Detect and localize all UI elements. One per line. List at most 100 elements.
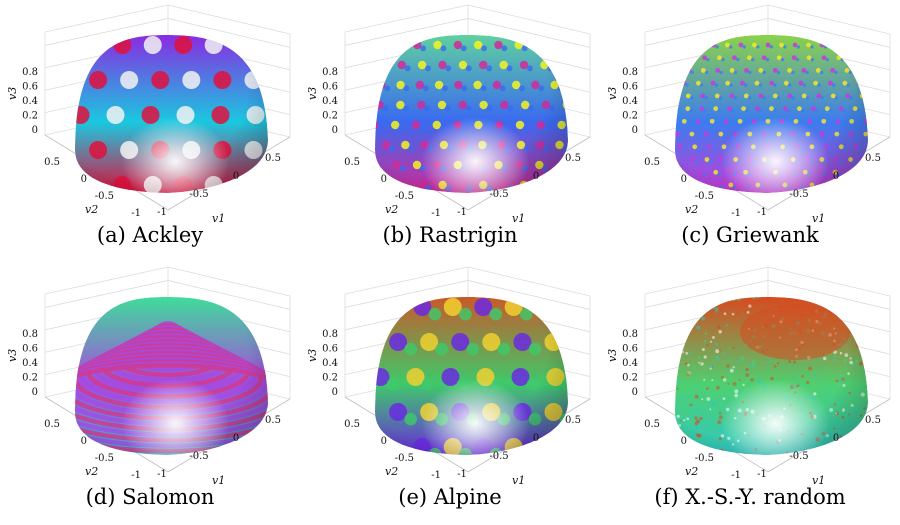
z-tick-label: 0.4 (22, 358, 38, 369)
y-tick-label: -1 (731, 208, 741, 219)
z-tick-label: 0.4 (622, 358, 638, 369)
y-tick-label: -1 (431, 208, 441, 219)
z-axis-label: v3 (6, 87, 19, 100)
x-tick-label: 0 (233, 433, 239, 444)
panel-caption: (b) Rastrigin (382, 223, 518, 247)
hemisphere-surface (375, 35, 568, 193)
y-tick-label: 0.5 (44, 419, 60, 430)
y-tick-label: -1 (431, 470, 441, 481)
x-tick-label: -1 (157, 207, 167, 218)
hemisphere-plot: 0.8 0.6 0.4 0.2 0 0.5 0 -0.5 -1 -1 -0.5 0 0.5 v3 v2 v1 (606, 266, 891, 487)
y-axis-label: v2 (685, 203, 698, 216)
x-tick-label: 0.5 (865, 153, 881, 164)
x-axis-label: v1 (512, 474, 525, 487)
z-tick-label: 0.6 (22, 344, 38, 355)
hemisphere-plot: 0.8 0.6 0.4 0.2 0 0.5 0 -0.5 -1 -1 -0.5 0 0.5 v3 v2 v1 (6, 4, 291, 225)
y-tick-label: -0.5 (395, 453, 414, 464)
z-tick-label: 0.8 (22, 329, 38, 340)
y-tick-label: 0 (681, 174, 687, 185)
z-tick-label: 0.8 (622, 329, 638, 340)
y-tick-label: -0.5 (395, 191, 414, 202)
z-tick-label: 0.6 (22, 82, 38, 93)
tick-labels: 0.8 0.6 0.4 0.2 0 0.5 0 -0.5 -1 -1 -0.5 0 0.5 (322, 67, 581, 219)
x-tick-label: -0.5 (789, 451, 808, 462)
y-tick-label: 0.5 (644, 419, 660, 430)
panel-caption: (c) Griewank (681, 223, 819, 247)
y-tick-label: 0.5 (344, 157, 360, 168)
x-tick-label: -0.5 (489, 189, 508, 200)
z-tick-label: 0.2 (22, 111, 38, 122)
y-axis-label: v2 (85, 203, 98, 216)
x-tick-label: 0.5 (565, 415, 581, 426)
z-tick-label: 0.8 (622, 67, 638, 78)
hemisphere-surface (675, 297, 868, 455)
x-tick-label: 0 (833, 171, 839, 182)
y-axis-label: v2 (385, 203, 398, 216)
y-tick-label: 0 (81, 436, 87, 447)
z-axis-label: v3 (306, 349, 319, 362)
z-axis-label: v3 (306, 87, 319, 100)
z-tick-label: 0.8 (22, 67, 38, 78)
z-axis-label: v3 (606, 87, 619, 100)
y-tick-label: -1 (731, 470, 741, 481)
z-tick-label: 0.2 (622, 373, 638, 384)
tick-labels: 0.8 0.6 0.4 0.2 0 0.5 0 -0.5 -1 -1 -0.5 0 0.5 (622, 329, 881, 481)
panel-caption: (e) Alpine (398, 485, 502, 509)
x-tick-label: -0.5 (189, 451, 208, 462)
z-tick-label: 0.2 (322, 111, 338, 122)
panel-caption: (d) Salomon (85, 485, 215, 509)
y-tick-label: -0.5 (695, 191, 714, 202)
y-tick-label: 0.5 (644, 157, 660, 168)
x-tick-label: 0.5 (265, 153, 281, 164)
z-tick-label: 0.4 (322, 358, 338, 369)
panel-salomon: 0.8 0.6 0.4 0.2 0 0.5 0 -0.5 -1 -1 -0.5 0 0.5 v3 v2 v1(… (0, 262, 300, 524)
x-tick-label: 0.5 (865, 415, 881, 426)
panel-ackley: 0.8 0.6 0.4 0.2 0 0.5 0 -0.5 -1 -1 -0.5 0 0.5 v3 v2 v1 (… (0, 0, 300, 262)
hemisphere-plot: 0.8 0.6 0.4 0.2 0 0.5 0 -0.5 -1 -1 -0.5 0 0.5 v3 v2 v1 (6, 266, 291, 487)
tick-labels: 0.8 0.6 0.4 0.2 0 0.5 0 -0.5 -1 -1 -0.5 0 0.5 (622, 67, 881, 219)
hemisphere-plot: 0.8 0.6 0.4 0.2 0 0.5 0 -0.5 -1 -1 -0.5 0 0.5 v3 v2 v1 (306, 266, 591, 487)
panel-alpine: 0.8 0.6 0.4 0.2 0 0.5 0 -0.5 -1 -1 -0.5 0 0.5 v3 v2 v1 (… (300, 262, 600, 524)
hemisphere-surface (75, 297, 268, 455)
hemisphere-plot: 0.8 0.6 0.4 0.2 0 0.5 0 -0.5 -1 -1 -0.5 0 0.5 v3 v2 v1 (606, 4, 891, 225)
x-tick-label: -1 (757, 207, 767, 218)
z-tick-label: 0.2 (22, 373, 38, 384)
z-axis-label: v3 (606, 349, 619, 362)
x-tick-label: 0.5 (265, 415, 281, 426)
z-tick-label: 0.6 (322, 344, 338, 355)
panel-griewank: 0.8 0.6 0.4 0.2 0 0.5 0 -0.5 -1 -1 -0.5 0 0.5 v3 v2 v1(… (600, 0, 900, 262)
y-tick-label: 0.5 (344, 419, 360, 430)
x-tick-label: 0.5 (565, 153, 581, 164)
x-tick-label: 0 (233, 171, 239, 182)
z-tick-label: 0.4 (622, 96, 638, 107)
x-tick-label: -1 (757, 469, 767, 480)
z-tick-label: 0.2 (322, 373, 338, 384)
x-axis-label: v1 (812, 474, 825, 487)
panel-x-s-y-random: 0.8 0.6 0.4 0.2 0 0.5 0 -0.5 -1 -1 -0.5 0 0.5 v3 v2 v1(… (600, 262, 900, 524)
y-tick-label: -0.5 (95, 453, 114, 464)
y-tick-label: -1 (131, 208, 141, 219)
panel-caption: (f) X.-S.-Y. random (654, 485, 846, 509)
z-tick-label: 0 (332, 387, 338, 398)
hemisphere-surface (675, 35, 868, 193)
x-axis-label: v1 (212, 212, 225, 225)
x-tick-label: -1 (157, 469, 167, 480)
x-tick-label: -0.5 (189, 189, 208, 200)
tick-labels: 0.8 0.6 0.4 0.2 0 0.5 0 -0.5 -1 -1 -0.5 0 0.5 (322, 329, 581, 481)
z-tick-label: 0 (32, 387, 38, 398)
x-tick-label: 0 (833, 433, 839, 444)
z-tick-label: 0.6 (322, 82, 338, 93)
y-tick-label: 0 (81, 174, 87, 185)
z-tick-label: 0 (32, 125, 38, 136)
hemisphere-surface (75, 35, 268, 193)
y-tick-label: 0 (381, 174, 387, 185)
hemisphere-surface (375, 297, 568, 455)
x-tick-label: -1 (457, 469, 467, 480)
y-tick-label: -1 (131, 470, 141, 481)
z-tick-label: 0.6 (622, 82, 638, 93)
z-tick-label: 0 (632, 125, 638, 136)
x-tick-label: -0.5 (789, 189, 808, 200)
z-tick-label: 0.8 (322, 67, 338, 78)
x-tick-label: -1 (457, 207, 467, 218)
